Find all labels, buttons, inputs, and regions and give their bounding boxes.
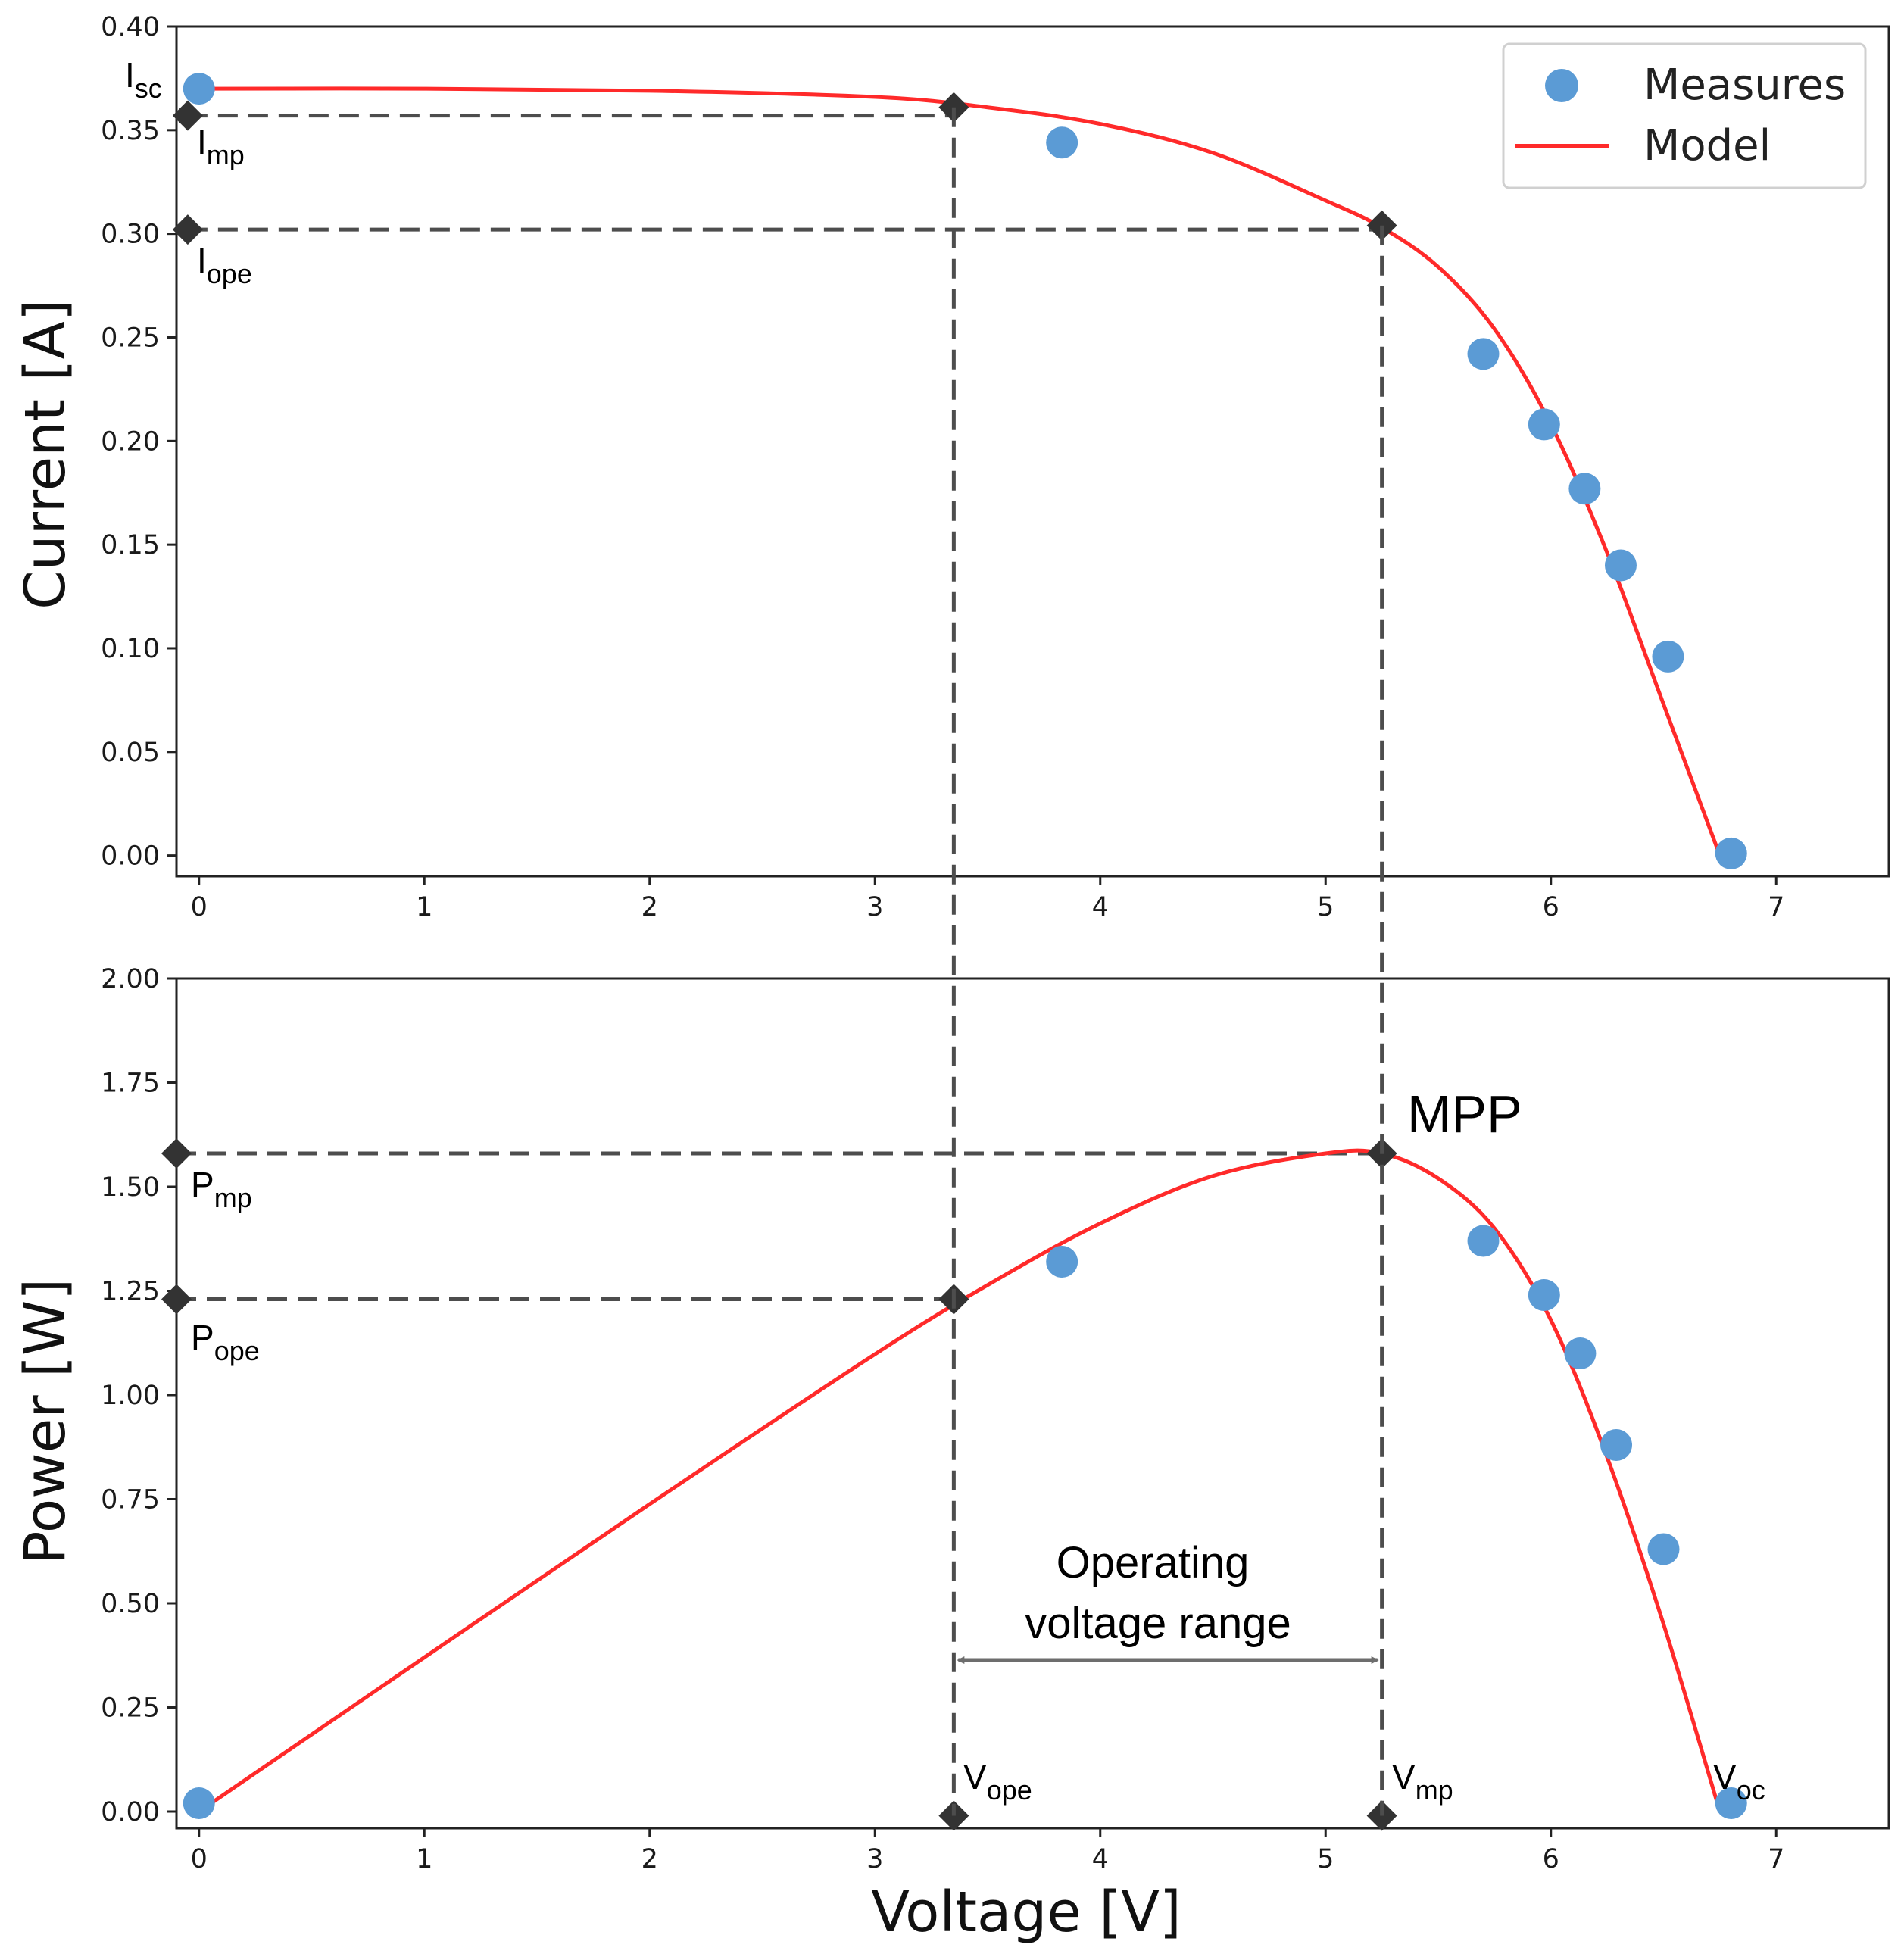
top-diamond-marker — [172, 100, 203, 131]
bottom-ytick-label: 0.75 — [101, 1485, 160, 1515]
bottom-measure-point — [1564, 1337, 1597, 1369]
top-guide-lines — [187, 114, 1382, 232]
top-measures-group — [183, 73, 1747, 869]
bottom-ytick-label: 1.00 — [101, 1381, 160, 1411]
bottom-diamond-marker — [161, 1138, 192, 1169]
bottom-xtick-label: 5 — [1317, 1844, 1334, 1874]
top-measure-point — [1046, 126, 1078, 159]
bottom-markers-group — [161, 1138, 1397, 1831]
power-voltage-panel: 0.00 0.25 0.50 0.75 1.00 1.25 1.50 1.75 2.00 0 1 2… — [13, 964, 1890, 1945]
isc-label: Isc — [125, 55, 162, 104]
top-xtick-label: 6 — [1543, 892, 1559, 922]
top-ytick-label: 0.00 — [101, 841, 160, 872]
operating-range-label-line2: voltage range — [1025, 1599, 1291, 1648]
top-ytick-label: 0.15 — [101, 530, 160, 560]
bottom-measure-point — [1467, 1225, 1500, 1257]
bottom-plot-frame — [175, 977, 1890, 1830]
bottom-xtick-label: 1 — [416, 1844, 432, 1874]
top-y-axis-title: Current [A] — [13, 299, 78, 610]
mpp-label: MPP — [1407, 1085, 1522, 1144]
top-model-curve — [198, 86, 1722, 857]
legend-box — [1502, 42, 1867, 189]
bottom-measure-point — [1528, 1279, 1560, 1311]
bottom-xtick-label: 4 — [1092, 1844, 1109, 1874]
annotations: Isc Imp Iope Pmp Pope Vope Vmp Voc MPP Operating v… — [125, 55, 1765, 1806]
top-x-ticks: 0 1 2 3 4 5 6 7 — [191, 876, 1784, 922]
bottom-measure-point — [1647, 1533, 1680, 1565]
top-ytick-label: 0.10 — [101, 634, 160, 664]
top-xtick-label: 7 — [1768, 892, 1784, 922]
top-xtick-label: 5 — [1317, 892, 1334, 922]
bottom-x-ticks: 0 1 2 3 4 5 6 7 — [191, 1828, 1784, 1874]
top-diamond-marker — [172, 214, 203, 245]
legend: Measures Model — [1502, 42, 1867, 189]
bottom-measure-point — [183, 1787, 215, 1819]
bottom-measure-point — [1715, 1787, 1747, 1819]
bottom-ytick-label: 1.50 — [101, 1172, 160, 1203]
top-measure-point — [183, 73, 215, 105]
bottom-y-axis-title: Power [W] — [13, 1278, 78, 1565]
top-measure-point — [1604, 549, 1637, 582]
top-xtick-label: 4 — [1092, 892, 1109, 922]
top-ytick-label: 0.05 — [101, 738, 160, 768]
cross-panel-guides — [951, 107, 1384, 1816]
current-voltage-panel: 0.00 0.05 0.10 0.15 0.20 0.25 0.30 0.35 0.40 0 1 2… — [13, 12, 1890, 922]
legend-measures-swatch — [1545, 69, 1578, 102]
bottom-ytick-label: 0.00 — [101, 1797, 160, 1827]
bottom-guide-lines — [176, 1151, 1382, 1301]
top-ytick-label: 0.40 — [101, 12, 160, 42]
bottom-xtick-label: 0 — [191, 1844, 208, 1874]
vmp-label: Vmp — [1392, 1757, 1453, 1806]
top-measure-point — [1467, 338, 1500, 370]
top-xtick-label: 0 — [191, 892, 208, 922]
legend-measures-label: Measures — [1643, 61, 1846, 110]
top-measure-point — [1528, 408, 1560, 441]
bottom-xtick-label: 6 — [1543, 1844, 1559, 1874]
operating-range-label-line1: Operating — [1057, 1538, 1250, 1587]
top-plot-frame — [175, 25, 1890, 878]
bottom-xtick-label: 3 — [866, 1844, 883, 1874]
top-xtick-label: 2 — [641, 892, 658, 922]
pmp-label: Pmp — [191, 1165, 252, 1213]
bottom-ytick-label: 0.25 — [101, 1693, 160, 1724]
iope-label: Iope — [197, 241, 252, 289]
top-ytick-label: 0.35 — [101, 116, 160, 146]
top-ytick-label: 0.20 — [101, 426, 160, 457]
bottom-xtick-label: 2 — [641, 1844, 658, 1874]
voc-label: Voc — [1713, 1757, 1765, 1806]
top-markers-group — [172, 92, 1397, 245]
bottom-ytick-label: 1.75 — [101, 1069, 160, 1099]
top-measure-point — [1715, 837, 1747, 869]
bottom-ytick-label: 1.25 — [101, 1277, 160, 1307]
bottom-diamond-marker — [161, 1284, 192, 1315]
bottom-measures-group — [183, 1225, 1747, 1819]
top-measure-point — [1652, 640, 1684, 673]
pope-label: Pope — [191, 1318, 260, 1366]
x-axis-title: Voltage [V] — [871, 1880, 1181, 1945]
legend-model-label: Model — [1643, 121, 1771, 170]
top-ytick-label: 0.25 — [101, 323, 160, 353]
top-ytick-label: 0.30 — [101, 220, 160, 250]
top-measure-point — [1568, 473, 1601, 505]
imp-label: Imp — [197, 122, 245, 170]
top-model-curve-group — [198, 86, 1722, 857]
bottom-ytick-label: 0.50 — [101, 1589, 160, 1619]
bottom-ytick-label: 2.00 — [101, 964, 160, 994]
vope-label: Vope — [963, 1757, 1032, 1806]
bottom-xtick-label: 7 — [1768, 1844, 1784, 1874]
bottom-measure-point — [1600, 1429, 1633, 1461]
top-y-ticks: 0.00 0.05 0.10 0.15 0.20 0.25 0.30 0.35 0.40 — [101, 12, 176, 872]
bottom-y-ticks: 0.00 0.25 0.50 0.75 1.00 1.25 1.50 1.75 2.00 — [101, 964, 176, 1827]
bottom-measure-point — [1046, 1246, 1078, 1278]
top-xtick-label: 1 — [416, 892, 432, 922]
top-xtick-label: 3 — [866, 892, 883, 922]
